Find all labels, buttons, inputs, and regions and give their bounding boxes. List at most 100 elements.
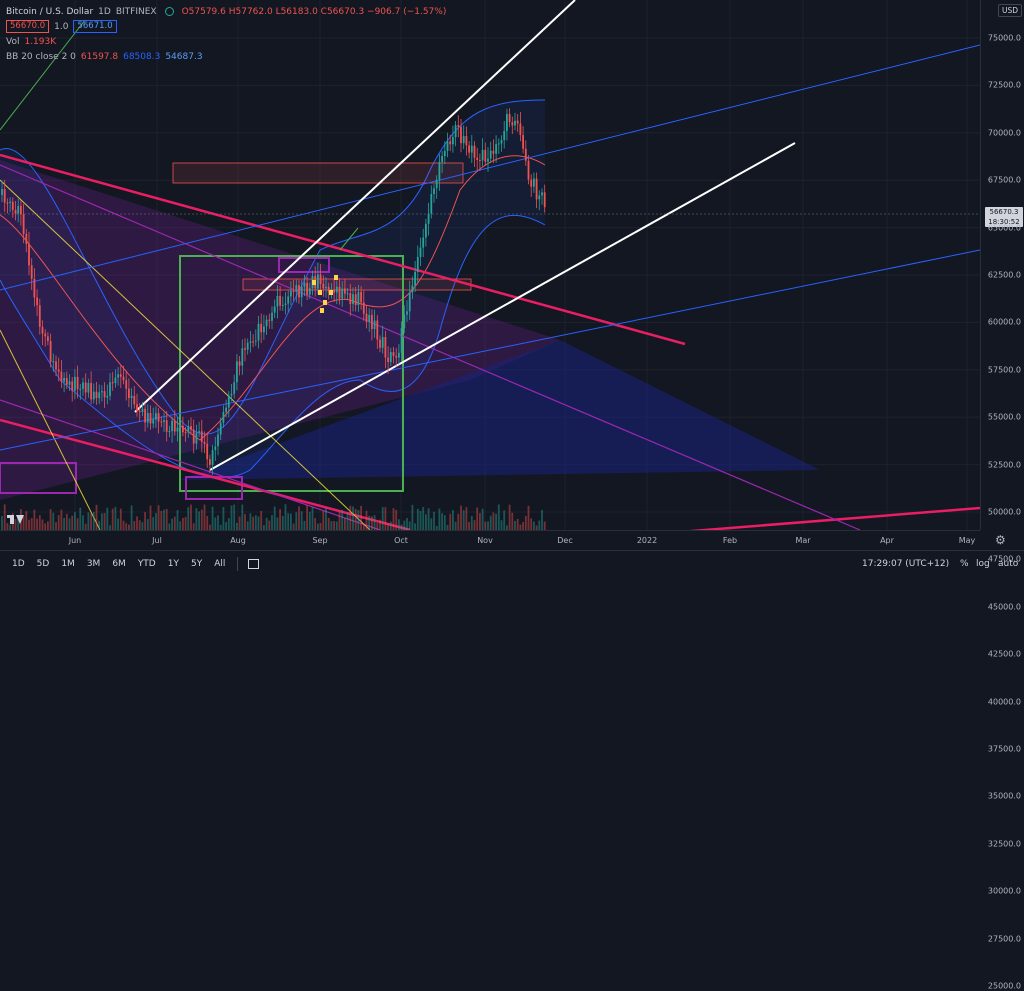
buy-button[interactable]: 56671.0 [73, 20, 117, 33]
volume-bar [322, 510, 325, 530]
volume-bar [376, 522, 379, 530]
interval-label[interactable]: 1D [98, 6, 111, 17]
candle-body [416, 256, 419, 272]
volume-bar [103, 512, 106, 530]
range-button-6m[interactable]: 6M [112, 559, 126, 569]
range-button-1d[interactable]: 1D [12, 559, 25, 569]
candle-body [206, 443, 209, 460]
volume-bar [362, 523, 365, 530]
candle-body [373, 320, 376, 330]
volume-bar [6, 523, 9, 530]
sell-button[interactable]: 56670.0 [6, 20, 50, 33]
candle-body [52, 361, 55, 363]
time-axis[interactable]: Jun Jul Aug Sep Oct Nov Dec 2022 Feb Mar Apr May [0, 530, 980, 551]
eye-icon[interactable] [164, 7, 174, 16]
chart-pane[interactable]: Bitcoin / U.S. Dollar 1D BITFINEX O57579… [0, 0, 980, 530]
range-button-ytd[interactable]: YTD [137, 559, 156, 569]
candle-body [268, 319, 271, 321]
currency-button[interactable]: USD [997, 4, 1022, 17]
symbol-title[interactable]: Bitcoin / U.S. Dollar [6, 6, 94, 17]
volume-row[interactable]: Vol 1.193K [6, 34, 446, 49]
candle-body [341, 288, 344, 299]
volume-bar [192, 523, 195, 530]
price-tick: 47500.0 [987, 554, 1021, 564]
volume-bar [344, 518, 346, 530]
candle-body [395, 355, 398, 358]
bar-countdown: 18:30:52 [988, 218, 1020, 226]
candle-body [284, 303, 287, 305]
candle-body [489, 150, 492, 159]
price-tick: 60000.0 [987, 317, 1021, 327]
volume-bar [236, 522, 238, 530]
volume-bar [346, 512, 349, 530]
volume-bar [130, 505, 133, 530]
volume-bar [238, 516, 241, 530]
candle-body [195, 432, 198, 444]
candle-body [452, 137, 454, 145]
candle-body [244, 348, 246, 350]
price-axis[interactable]: USD 56670.3 18:30:52 75000.0 72500.0 70000… [980, 0, 1024, 991]
yellow-fan-line [0, 179, 371, 530]
candle-body [225, 407, 227, 413]
range-button-5y[interactable]: 5Y [190, 559, 203, 569]
clock-readout[interactable]: 17:29:07 (UTC+12) [862, 559, 950, 569]
candle-body [230, 393, 233, 396]
volume-bar [68, 518, 71, 530]
price-tick: 37500.0 [987, 744, 1021, 754]
candle-body [20, 205, 22, 215]
candle-body [516, 120, 519, 124]
range-button-5d[interactable]: 5D [36, 559, 50, 569]
volume-bar [82, 515, 84, 530]
range-button-all[interactable]: All [214, 559, 226, 569]
volume-bar [473, 520, 476, 530]
volume-bar [300, 511, 303, 530]
volume-bar [533, 521, 535, 530]
volume-bar [435, 525, 438, 530]
candle-body [238, 361, 241, 366]
price-tick: 27500.0 [987, 934, 1021, 944]
candle-body [95, 391, 98, 399]
volume-bar [138, 520, 141, 530]
volume-bar [441, 513, 443, 530]
volume-bar [211, 506, 214, 530]
range-button-1m[interactable]: 1M [61, 559, 75, 569]
auto-toggle[interactable]: auto [998, 559, 1019, 569]
volume-bar [195, 508, 198, 530]
calendar-icon[interactable] [248, 559, 260, 569]
volume-bar [244, 514, 246, 530]
volume-bar [419, 510, 422, 530]
candle-body [241, 348, 244, 366]
volume-bar [303, 520, 306, 530]
candle-body [411, 285, 414, 293]
range-button-1y[interactable]: 1Y [167, 559, 179, 569]
log-toggle[interactable]: log [976, 559, 990, 569]
candle-body [87, 383, 90, 393]
volume-bar [411, 504, 414, 530]
candle-body [22, 214, 25, 234]
price-tick: 42500.0 [987, 649, 1021, 659]
volume-bar [433, 511, 435, 530]
gear-icon[interactable]: ⚙ [995, 533, 1006, 547]
volume-bar [524, 515, 527, 530]
price-chart-canvas[interactable] [0, 0, 980, 530]
volume-bar [44, 523, 47, 530]
volume-bar [149, 505, 152, 530]
volume-bar [365, 510, 368, 530]
candle-body [254, 340, 257, 342]
candle-body [182, 425, 184, 433]
range-button-3m[interactable]: 3M [86, 559, 101, 569]
volume-bar [260, 510, 263, 530]
volume-bar [538, 520, 541, 530]
bollinger-row[interactable]: BB 20 close 2 0 61597.8 68508.3 54687.3 [6, 49, 446, 64]
time-tick: Sep [312, 536, 328, 545]
candle-body [92, 391, 95, 400]
volume-bar [522, 522, 524, 530]
candle-body [495, 144, 497, 154]
white-channel-lower [209, 142, 796, 471]
volume-bar [430, 518, 433, 530]
price-tick: 57500.0 [987, 365, 1021, 375]
bb-basis-line [0, 155, 546, 441]
percent-toggle[interactable]: % [960, 559, 969, 569]
price-tick: 25000.0 [987, 981, 1021, 991]
volume-bar [314, 517, 317, 530]
